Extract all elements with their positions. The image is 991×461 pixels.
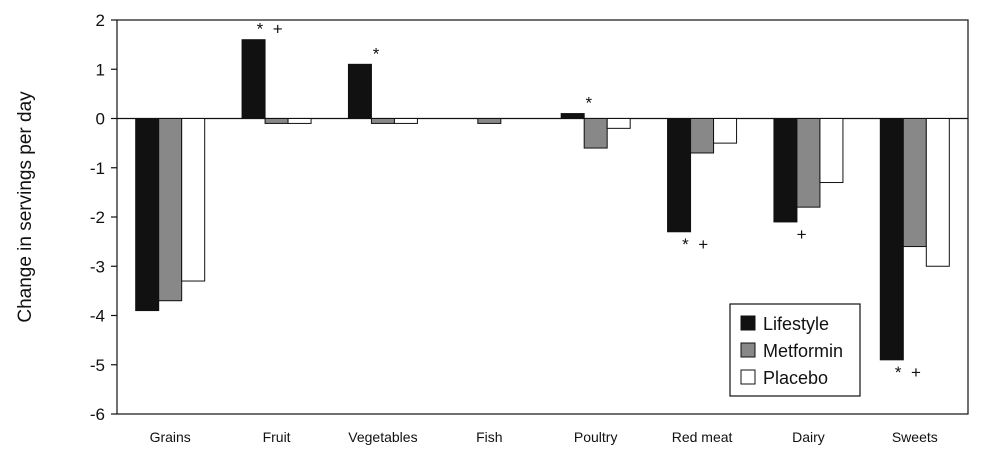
bar-placebo-sweets <box>925 118 950 267</box>
significance-marker: * + <box>257 20 283 39</box>
bar-lifestyle-red-meat <box>667 118 692 233</box>
x-tick-label: Dairy <box>792 429 825 445</box>
bar-lifestyle-fruit <box>241 39 266 120</box>
y-tick-label: -4 <box>90 307 105 326</box>
y-tick-label: -5 <box>90 356 105 375</box>
bar-lifestyle-dairy <box>773 118 798 223</box>
y-tick-label: -2 <box>90 208 105 227</box>
significance-marker: * <box>585 94 592 113</box>
y-tick-label: -3 <box>90 257 105 276</box>
x-tick-label: Fish <box>476 429 502 445</box>
legend-label-lifestyle: Lifestyle <box>763 314 829 334</box>
bar-placebo-fruit <box>287 118 312 124</box>
bar-placebo-red-meat <box>713 118 738 144</box>
x-tick-label: Fruit <box>263 429 291 445</box>
significance-marker: * + <box>895 363 921 382</box>
legend-swatch-placebo <box>740 369 756 385</box>
y-tick-label: -6 <box>90 405 105 424</box>
significance-marker: * <box>373 44 380 63</box>
bar-metformin-sweets <box>902 118 927 248</box>
bar-lifestyle-sweets <box>879 118 904 361</box>
x-tick-label: Grains <box>150 429 191 445</box>
x-tick-label: Vegetables <box>348 429 417 445</box>
y-tick-label: 0 <box>96 110 105 129</box>
bar-metformin-fish <box>477 118 502 124</box>
legend-label-metformin: Metformin <box>763 341 843 361</box>
y-tick-label: 2 <box>96 11 105 30</box>
bar-metformin-red-meat <box>690 118 715 154</box>
bar-placebo-grains <box>181 118 206 282</box>
bar-metformin-poultry <box>583 118 608 149</box>
legend-swatch-metformin <box>740 342 756 358</box>
y-tick-label: -1 <box>90 159 105 178</box>
x-tick-label: Red meat <box>672 429 733 445</box>
bar-metformin-grains <box>158 118 183 302</box>
y-tick-label: 1 <box>96 60 105 79</box>
x-tick-label: Sweets <box>892 429 938 445</box>
bar-placebo-poultry <box>606 118 631 129</box>
legend-swatch-lifestyle <box>740 315 756 331</box>
legend-label-placebo: Placebo <box>763 368 828 388</box>
bar-placebo-dairy <box>819 118 844 184</box>
bar-lifestyle-poultry <box>560 113 585 119</box>
bar-metformin-fruit <box>264 118 289 124</box>
bar-placebo-vegetables <box>393 118 418 124</box>
bar-metformin-dairy <box>796 118 821 208</box>
bar-lifestyle-grains <box>135 118 160 312</box>
significance-marker: + <box>797 225 807 244</box>
x-tick-label: Poultry <box>574 429 618 445</box>
bar-metformin-vegetables <box>370 118 395 124</box>
bar-lifestyle-vegetables <box>347 63 372 119</box>
significance-marker: * + <box>682 235 708 254</box>
